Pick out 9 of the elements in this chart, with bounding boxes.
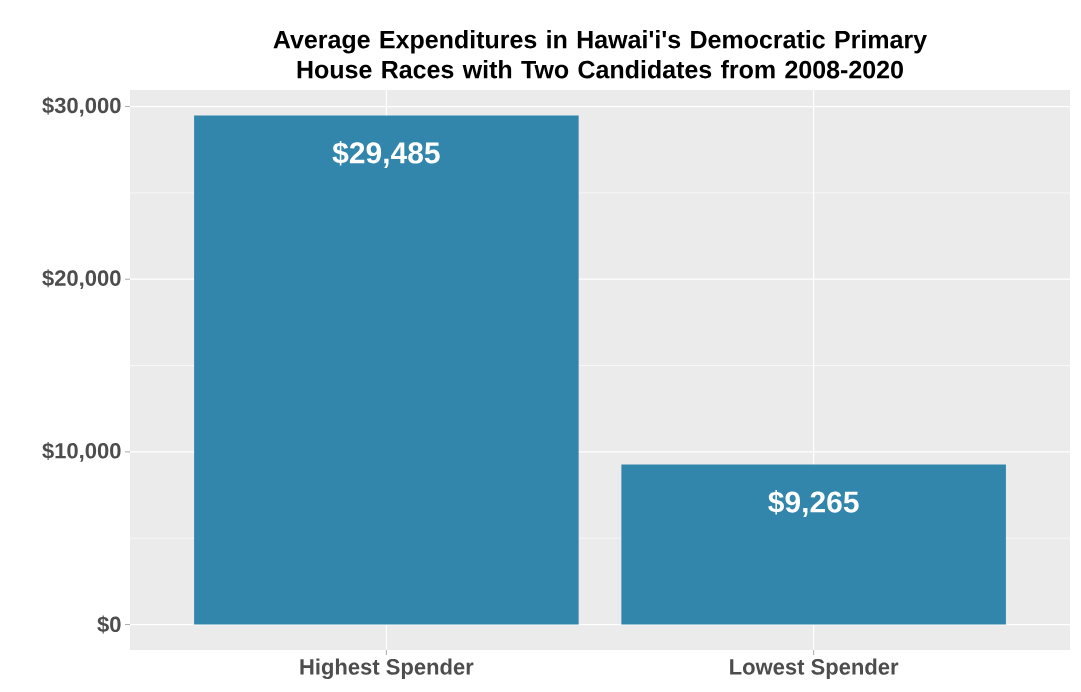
x-tick-label: Highest Spender <box>300 658 474 680</box>
y-tick-label: $0 <box>97 615 121 634</box>
data-label: $29,485 <box>332 140 440 168</box>
y-tick-label: $10,000 <box>42 442 121 462</box>
x-tick-label: Lowest Spender <box>730 658 899 680</box>
chart-title: Average Expenditures in Hawai'i's Democratic Primary House Races with Two Candidates from 2008-2020 <box>273 30 927 79</box>
y-tick-label: $30,000 <box>42 96 121 117</box>
y-tick-label: $20,000 <box>42 269 121 290</box>
data-label: $9,265 <box>768 490 859 517</box>
